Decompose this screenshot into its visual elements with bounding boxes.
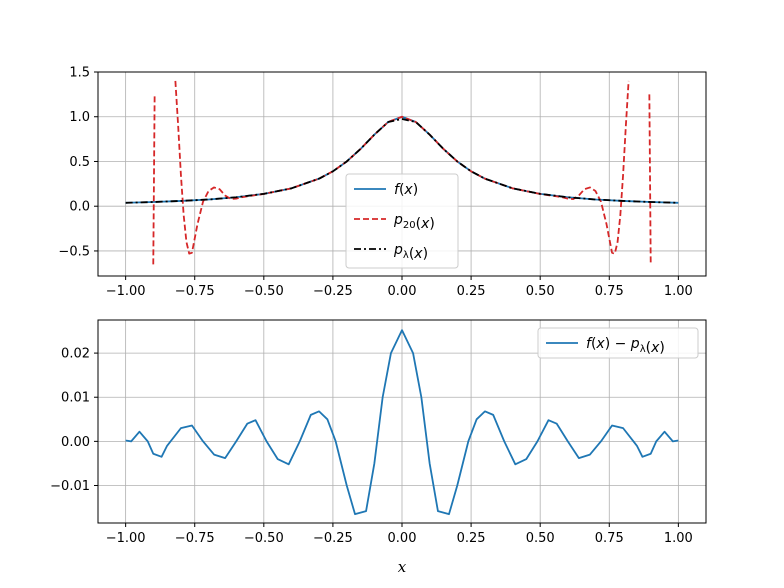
- y-tick-label: 0.00: [61, 435, 90, 450]
- x-tick-label: −0.50: [244, 284, 284, 299]
- legend-label-1-part: x: [650, 340, 660, 356]
- legend-label-1-part: f: [586, 336, 593, 352]
- legend: f(x)p20(x)pλ(x): [345, 173, 459, 269]
- legend-box: [537, 327, 699, 359]
- series-group: [125, 329, 679, 516]
- legend-label-3-part: ): [423, 246, 428, 262]
- x-tick-label: 0.25: [457, 284, 486, 299]
- x-axis-title: x: [398, 558, 407, 576]
- chart-panel-2: −1.00 −0.75 −0.50 −0.25 0.00 0.25 0.50 0.75 1.00…: [50, 319, 707, 576]
- x-tick-label: −0.25: [313, 531, 353, 546]
- legend-label-2-part: p: [393, 212, 403, 228]
- y-tick-label: 1.0: [69, 110, 90, 125]
- legend-label-1: f(x): [394, 182, 418, 198]
- x-tick-label: −1.00: [106, 531, 146, 546]
- legend-label-2: p20(x): [393, 212, 435, 232]
- x-tick-label: 1.00: [664, 531, 693, 546]
- x-tick-label: 0.50: [526, 284, 555, 299]
- legend-label-1: f(x) − pλ(x): [586, 336, 665, 356]
- legend-label-3-part: (: [409, 246, 414, 262]
- y-tick-label: −0.5: [58, 244, 90, 259]
- x-tick-label: −0.25: [313, 284, 353, 299]
- x-tick-label: 1.00: [664, 284, 693, 299]
- x-tick-label: −0.50: [244, 531, 284, 546]
- y-tick-label: −0.01: [50, 479, 90, 494]
- x-tick-label: −0.75: [175, 284, 215, 299]
- legend-label-3-part: x: [413, 246, 423, 262]
- legend-label-2-part: ): [429, 216, 434, 232]
- x-tick-label: 0.00: [388, 531, 417, 546]
- legend-label-1-part: λ: [640, 344, 646, 355]
- x-tick-label: −1.00: [106, 284, 146, 299]
- legend-label-1-part: ): [413, 182, 418, 198]
- x-tick-label: 0.75: [595, 284, 624, 299]
- series-line-1: [125, 329, 679, 516]
- legend: f(x) − pλ(x): [537, 327, 699, 359]
- legend-label-2-part: x: [420, 216, 430, 232]
- legend-label-3-part: p: [393, 242, 403, 258]
- legend-label-1-part: ) −: [605, 336, 631, 352]
- legend-label-2-part: (: [416, 216, 421, 232]
- x-tick-label: −0.75: [175, 531, 215, 546]
- x-tick-label: 0.25: [457, 531, 486, 546]
- x-tick-label: 0.75: [595, 531, 624, 546]
- legend-label-1-part: x: [403, 182, 413, 198]
- y-tick-label: 1.5: [69, 66, 90, 81]
- y-tick-label: 0.01: [61, 391, 90, 406]
- x-tick-label: 0.50: [526, 531, 555, 546]
- legend-label-2-part: 20: [403, 220, 416, 231]
- legend-label-1-part: (: [591, 336, 596, 352]
- legend-box: [345, 173, 459, 269]
- y-tick-label: 0.5: [69, 155, 90, 170]
- x-tick-label: 0.00: [388, 284, 417, 299]
- legend-label-1-part: f: [394, 182, 401, 198]
- chart-panel-1: −1.00 −0.75 −0.50 −0.25 0.00 0.25 0.50 0.75 1.00…: [58, 66, 707, 299]
- legend-label-1-part: ): [659, 340, 664, 356]
- series-line-2: [152, 80, 652, 265]
- y-tick-label: 0.0: [69, 200, 90, 215]
- legend-label-1-part: (: [399, 182, 404, 198]
- legend-label-1-part: p: [630, 336, 640, 352]
- series-group: [125, 80, 679, 265]
- series-line-3: [125, 118, 679, 204]
- y-tick-label: 0.02: [61, 347, 90, 362]
- legend-label-1-part: x: [595, 336, 605, 352]
- legend-label-3-part: λ: [403, 250, 409, 261]
- legend-label-1-part: (: [646, 340, 651, 356]
- legend-label-3: pλ(x): [393, 242, 428, 262]
